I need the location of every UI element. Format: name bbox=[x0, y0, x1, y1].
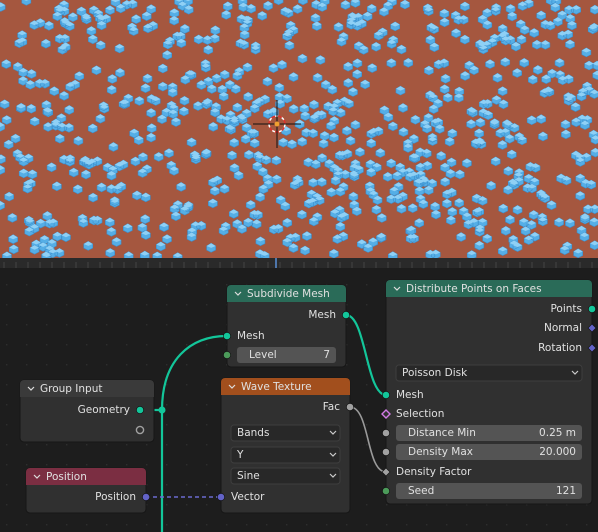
collapse-icon[interactable] bbox=[234, 291, 242, 296]
node-title: Subdivide Mesh bbox=[247, 288, 330, 300]
socket[interactable] bbox=[382, 429, 390, 437]
dropdown-arrow bbox=[329, 430, 337, 435]
reroute[interactable] bbox=[158, 406, 166, 414]
node-header bbox=[26, 468, 146, 485]
field-value: 121 bbox=[556, 485, 576, 497]
socket[interactable] bbox=[142, 493, 150, 501]
field-label: Density Max bbox=[408, 446, 473, 458]
socket[interactable] bbox=[223, 351, 231, 359]
node-header bbox=[20, 380, 154, 397]
dropdown-value: Sine bbox=[237, 470, 260, 482]
socket[interactable] bbox=[588, 305, 596, 313]
socket[interactable] bbox=[382, 448, 390, 456]
output-label: Fac bbox=[323, 401, 341, 413]
collapse-icon[interactable] bbox=[33, 474, 41, 479]
socket[interactable] bbox=[587, 323, 597, 333]
dropdown[interactable] bbox=[230, 424, 341, 442]
field-label: Level bbox=[249, 349, 277, 361]
value-field[interactable] bbox=[396, 483, 582, 499]
socket[interactable] bbox=[342, 311, 350, 319]
socket[interactable] bbox=[382, 487, 390, 495]
field-value: 7 bbox=[323, 349, 330, 361]
socket[interactable] bbox=[381, 467, 391, 477]
dropdown[interactable] bbox=[230, 467, 341, 485]
output-label: Normal bbox=[544, 322, 582, 334]
dropdown[interactable] bbox=[395, 364, 583, 382]
output-label: Points bbox=[550, 303, 582, 315]
dropdown-value: Bands bbox=[237, 427, 269, 439]
node-title: Wave Texture bbox=[241, 381, 312, 393]
node-header bbox=[221, 378, 350, 395]
node[interactable]: Position Position bbox=[25, 467, 150, 514]
dropdown-value: Y bbox=[236, 449, 244, 461]
socket[interactable] bbox=[382, 391, 390, 399]
timeline-ruler bbox=[0, 258, 598, 268]
collapse-icon[interactable] bbox=[393, 286, 401, 291]
node[interactable]: Distribute Points on Faces Points Normal Ro… bbox=[381, 279, 597, 505]
input-label: Mesh bbox=[237, 330, 265, 342]
output-label: Geometry bbox=[78, 404, 130, 416]
input-label: Selection bbox=[396, 408, 444, 420]
socket[interactable] bbox=[223, 332, 231, 340]
link bbox=[349, 406, 387, 473]
ruler-ticks bbox=[3, 262, 593, 268]
input-label: Mesh bbox=[396, 389, 424, 401]
dropdown-arrow bbox=[571, 370, 579, 375]
field-label: Distance Min bbox=[408, 427, 476, 439]
output-label: Rotation bbox=[538, 342, 582, 354]
socket[interactable] bbox=[135, 425, 145, 435]
input-label: Vector bbox=[231, 491, 265, 503]
output-label: Position bbox=[95, 491, 136, 503]
field-value: 0.25 m bbox=[539, 427, 576, 439]
socket[interactable] bbox=[346, 403, 354, 411]
3d-cursor bbox=[253, 100, 301, 148]
node[interactable]: Group Input Geometry bbox=[19, 379, 155, 443]
node-header bbox=[386, 280, 592, 297]
link bbox=[345, 313, 387, 397]
value-field[interactable] bbox=[396, 444, 582, 460]
node-title: Distribute Points on Faces bbox=[406, 283, 542, 295]
input-label: Density Factor bbox=[396, 466, 472, 478]
value-field[interactable] bbox=[396, 425, 582, 441]
dropdown-arrow bbox=[329, 473, 337, 478]
socket[interactable] bbox=[587, 343, 597, 353]
node-title: Position bbox=[46, 471, 87, 483]
output-label: Mesh bbox=[308, 309, 336, 321]
dropdown-arrow bbox=[329, 452, 337, 457]
links bbox=[146, 313, 387, 532]
node[interactable]: Wave Texture Fac Bands Y Sine Vector bbox=[217, 377, 354, 514]
dropdown[interactable] bbox=[230, 446, 341, 464]
node-header bbox=[227, 285, 346, 302]
dropdown-value: Poisson Disk bbox=[402, 367, 468, 379]
node[interactable]: Subdivide Mesh Mesh Mesh Level 7 bbox=[223, 284, 350, 368]
collapse-icon[interactable] bbox=[27, 386, 35, 391]
collapse-icon[interactable] bbox=[228, 384, 236, 389]
socket[interactable] bbox=[136, 406, 144, 414]
field-value: 20.000 bbox=[539, 446, 576, 458]
node-title: Group Input bbox=[40, 383, 103, 395]
value-field[interactable] bbox=[237, 347, 336, 363]
socket[interactable] bbox=[381, 409, 391, 419]
socket[interactable] bbox=[217, 493, 225, 501]
link bbox=[160, 334, 228, 411]
field-label: Seed bbox=[408, 485, 434, 497]
cube-highlights bbox=[0, 0, 598, 258]
